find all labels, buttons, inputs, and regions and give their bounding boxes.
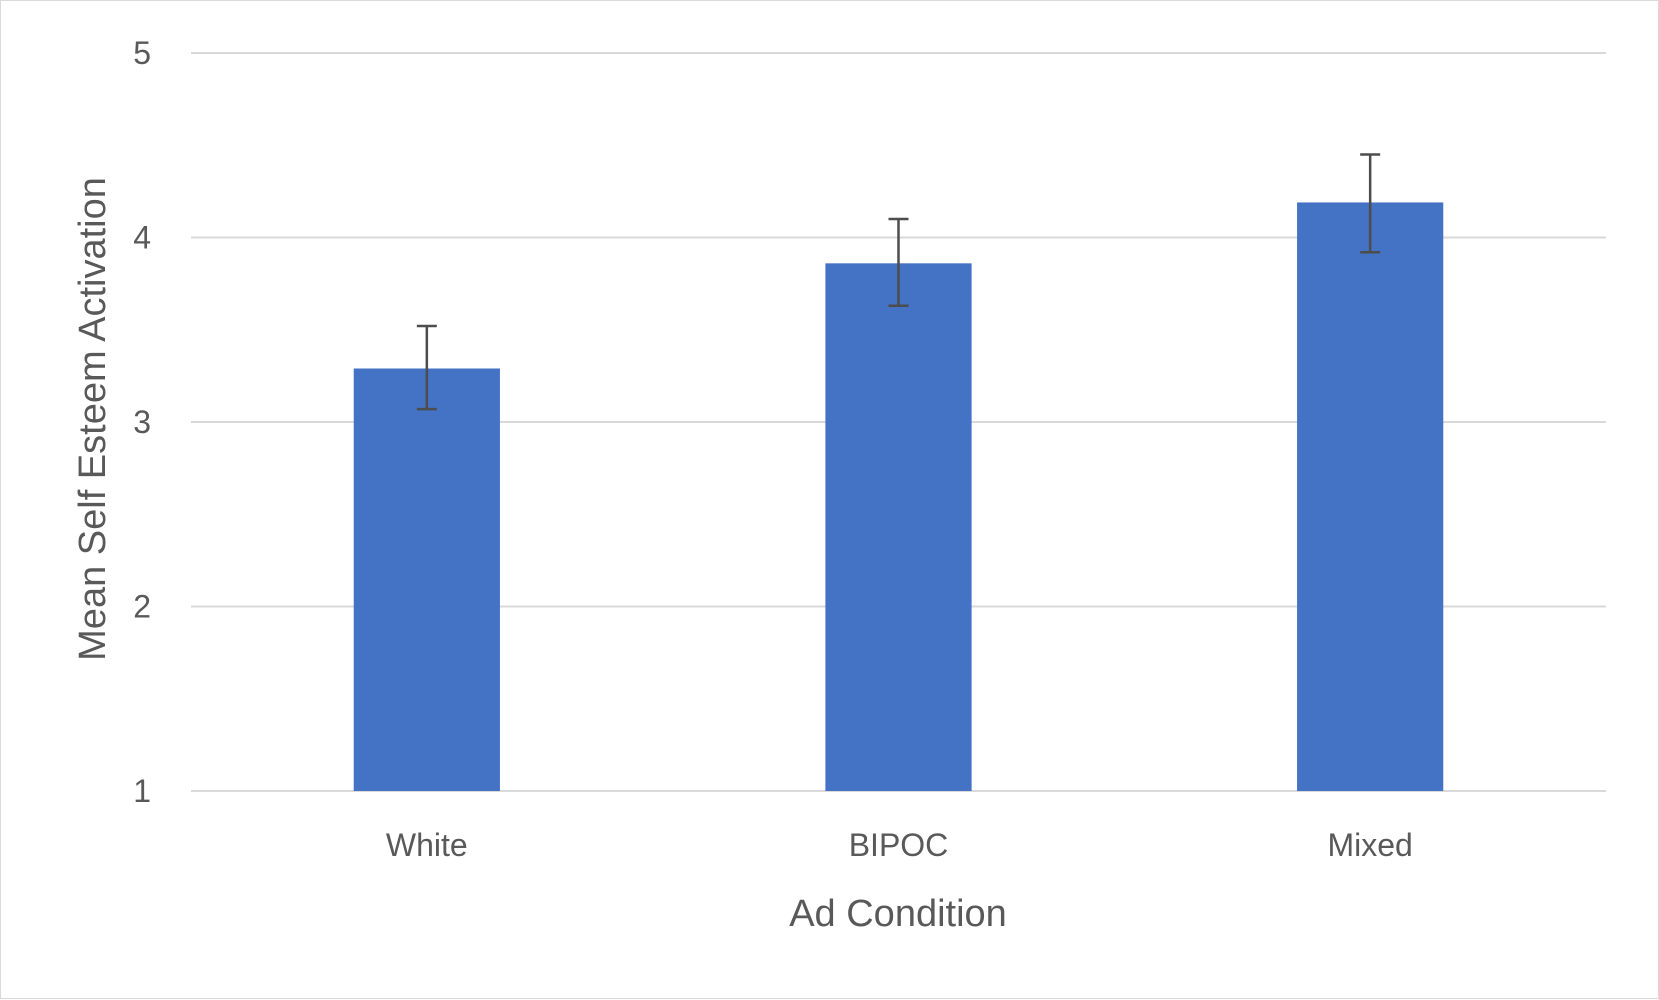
y-tick-label: 5 xyxy=(133,35,151,71)
y-tick-label: 1 xyxy=(133,773,151,809)
x-axis-title: Ad Condition xyxy=(789,893,1007,935)
bars xyxy=(353,202,1444,792)
x-axis-ticks: White BIPOC Mixed xyxy=(386,827,1413,863)
y-axis-ticks: 1 2 3 4 5 xyxy=(133,35,151,809)
y-tick-label: 2 xyxy=(133,589,151,625)
y-tick-label: 4 xyxy=(133,220,151,256)
bar-white xyxy=(353,368,500,791)
bar-bipoc xyxy=(825,263,972,792)
x-tick-label-mixed: Mixed xyxy=(1327,827,1412,863)
error-bar-white xyxy=(416,324,437,411)
error-bars xyxy=(416,153,1381,411)
x-tick-label-bipoc: BIPOC xyxy=(849,827,949,863)
error-bar-mixed xyxy=(1360,153,1381,254)
y-axis-title: Mean Self Esteem Activation xyxy=(72,177,114,661)
bar-mixed xyxy=(1297,202,1444,791)
error-bar-bipoc xyxy=(888,217,909,308)
y-tick-label: 3 xyxy=(133,404,151,440)
x-tick-label-white: White xyxy=(386,827,468,863)
